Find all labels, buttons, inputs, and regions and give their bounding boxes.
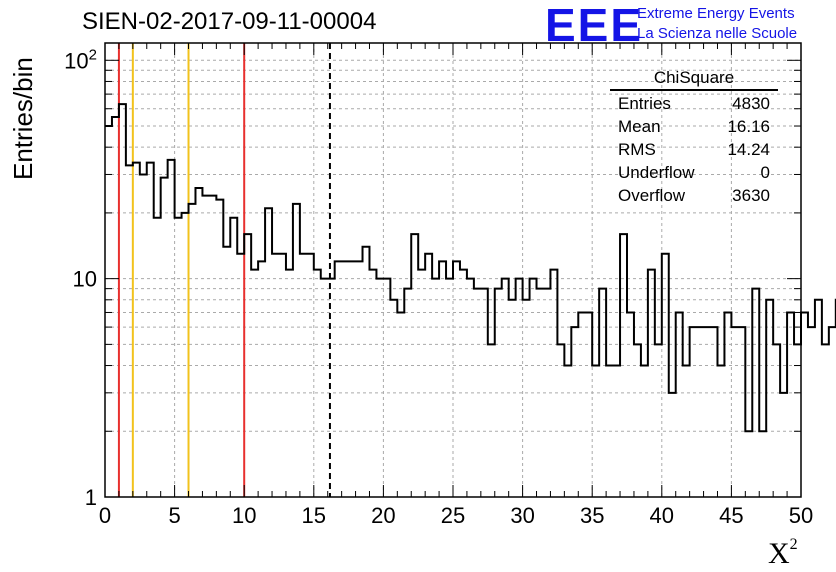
stats-label: RMS — [618, 140, 656, 159]
logo-line-1: Extreme Energy Events — [637, 5, 795, 22]
x-tick-label: 25 — [441, 503, 465, 528]
x-axis-label-sup: 2 — [789, 536, 798, 553]
y-tick-label: 1 — [85, 485, 97, 510]
stats-box: ChiSquare Entries 4830 Mean 16.16 RMS 14… — [610, 68, 778, 207]
stats-row-entries: Entries 4830 — [610, 92, 778, 115]
stats-value: 0 — [760, 163, 770, 182]
stats-value: 4830 — [732, 94, 770, 113]
y-tick-label-base: 10 — [73, 267, 97, 292]
x-axis-label-base: X — [768, 537, 790, 570]
stats-title: ChiSquare — [610, 68, 778, 91]
x-tick-label: 10 — [232, 503, 256, 528]
stats-value: 3630 — [732, 186, 770, 205]
x-tick-label: 45 — [719, 503, 743, 528]
stats-row-mean: Mean 16.16 — [610, 115, 778, 138]
eee-logo: EEE — [545, 0, 644, 51]
logo-line-2: La Scienza nelle Scuole — [637, 25, 798, 42]
x-tick-label: 20 — [371, 503, 395, 528]
x-tick-label: 35 — [580, 503, 604, 528]
stats-row-rms: RMS 14.24 — [610, 138, 778, 161]
x-axis-label: X2 — [768, 536, 798, 571]
stats-label: Underflow — [618, 163, 695, 182]
y-tick-label: 10 — [73, 267, 97, 292]
y-tick-label: 102 — [64, 46, 97, 73]
y-tick-label-sup: 2 — [89, 46, 97, 63]
x-tick-label: 40 — [650, 503, 674, 528]
x-tick-label: 50 — [789, 503, 813, 528]
histogram-series — [105, 103, 836, 433]
stats-value: 16.16 — [727, 117, 770, 136]
stats-row-underflow: Underflow 0 — [610, 161, 778, 184]
chart-title: SIEN-02-2017-09-11-00004 — [82, 8, 377, 35]
y-tick-label-base: 10 — [64, 48, 88, 73]
y-tick-label-base: 1 — [85, 485, 97, 510]
stats-value: 14.24 — [727, 140, 770, 159]
stats-label: Overflow — [618, 186, 686, 205]
x-tick-label: 5 — [168, 503, 180, 528]
x-tick-label: 30 — [510, 503, 534, 528]
y-axis-label: Entries/bin — [8, 57, 38, 180]
x-tick-label: 15 — [302, 503, 326, 528]
stats-label: Mean — [618, 117, 661, 136]
stats-row-overflow: Overflow 3630 — [610, 184, 778, 207]
stats-label: Entries — [618, 94, 671, 113]
x-tick-label: 0 — [99, 503, 111, 528]
